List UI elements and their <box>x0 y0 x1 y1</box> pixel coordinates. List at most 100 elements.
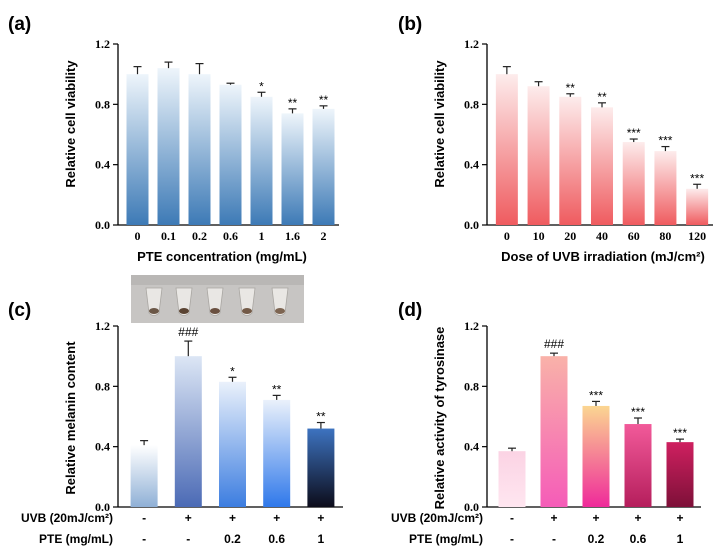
bar <box>559 96 582 226</box>
bar <box>624 424 652 507</box>
x-tick-label: 2 <box>321 229 327 243</box>
y-tick-label: 1.2 <box>464 37 479 51</box>
x-tick-label: 0.1 <box>161 229 176 243</box>
treatment-value: + <box>592 511 599 525</box>
bar <box>654 151 677 225</box>
treatment-value: - <box>510 532 514 546</box>
y-tick-label: 0.4 <box>464 440 479 454</box>
treatment-value: + <box>229 511 236 525</box>
treatment-value: 1 <box>318 532 325 546</box>
y-tick-label: 1.2 <box>464 319 479 333</box>
treatment-value: + <box>317 511 324 525</box>
significance-label: ** <box>566 81 576 95</box>
bar <box>263 399 291 507</box>
y-axis-title-a: Relative cell viability <box>63 60 78 188</box>
bar <box>157 68 180 225</box>
bar <box>582 405 610 507</box>
significance-label: ** <box>288 96 298 110</box>
panel-label-a: (a) <box>8 14 31 35</box>
significance-label: ### <box>178 325 198 339</box>
significance-label: *** <box>673 426 687 440</box>
bar <box>686 188 709 225</box>
treatment-row-label: UVB (20mJ/cm²) <box>391 511 483 525</box>
treatment-value: + <box>634 511 641 525</box>
treatment-value: 0.6 <box>630 532 647 546</box>
y-tick-label: 1.2 <box>95 319 110 333</box>
x-tick-label: 40 <box>596 229 608 243</box>
significance-label: ### <box>544 337 564 351</box>
y-tick-label: 1.2 <box>95 37 110 51</box>
treatment-value: 1 <box>677 532 684 546</box>
treatment-row-label: PTE (mg/mL) <box>409 532 483 546</box>
y-axis-title-c: Relative melanin content <box>63 341 78 495</box>
bar <box>498 451 526 507</box>
x-tick-label: 1 <box>259 229 265 243</box>
bar <box>126 74 149 226</box>
x-axis-title-b: Dose of UVB irradiation (mJ/cm²) <box>501 249 705 264</box>
significance-label: ** <box>319 93 329 107</box>
bar <box>495 74 518 226</box>
chart-a: 0.00.40.81.2*** **0 0.1 0.2 0.6 1 1.6 2 <box>95 37 339 243</box>
treatment-value: + <box>550 511 557 525</box>
y-tick-label: 0.0 <box>95 218 110 232</box>
significance-label: *** <box>631 405 645 419</box>
treatment-value: 0.6 <box>268 532 285 546</box>
bar <box>174 356 202 507</box>
treatment-value: - <box>552 532 556 546</box>
treatment-value: + <box>273 511 280 525</box>
treatment-row-label: UVB (20mJ/cm²) <box>21 511 113 525</box>
significance-label: ** <box>272 382 282 396</box>
x-axis-title-a: PTE concentration (mg/mL) <box>137 249 307 264</box>
y-axis-title-b: Relative cell viability <box>432 60 447 188</box>
significance-label: *** <box>690 171 704 185</box>
chart-d: 0.0 0.4 0.8 1.2 ### *** *** *** UVB (20mJ/cm²) - +… <box>391 319 701 546</box>
x-tick-label: 60 <box>628 229 640 243</box>
treatment-value: - <box>510 511 514 525</box>
bar <box>219 84 242 225</box>
significance-label: ** <box>597 90 607 104</box>
bar <box>622 142 645 225</box>
bar <box>130 445 158 507</box>
bar <box>219 381 246 507</box>
panel-label-d: (d) <box>398 300 422 321</box>
x-tick-label: 80 <box>659 229 671 243</box>
significance-label: *** <box>658 134 672 148</box>
tube-photo <box>131 275 304 323</box>
x-tick-label: 1.6 <box>285 229 300 243</box>
y-tick-label: 0.4 <box>95 440 110 454</box>
y-axis-title-d: Relative activity of tyrosinase <box>432 327 447 510</box>
x-tick-label: 10 <box>533 229 545 243</box>
treatment-row-label: PTE (mg/mL) <box>39 532 113 546</box>
y-tick-label: 0.0 <box>95 500 110 514</box>
y-tick-label: 0.4 <box>95 158 110 172</box>
x-tick-label: 20 <box>564 229 576 243</box>
y-tick-label: 0.0 <box>464 218 479 232</box>
y-tick-label: 0.8 <box>95 97 110 111</box>
treatment-value: - <box>142 532 146 546</box>
treatment-value: 0.2 <box>224 532 241 546</box>
bar <box>591 107 613 225</box>
x-tick-label: 0.6 <box>223 229 238 243</box>
bar <box>307 428 335 507</box>
significance-label: *** <box>589 388 603 402</box>
treatment-value: - <box>142 511 146 525</box>
y-tick-label: 0.0 <box>464 500 479 514</box>
y-tick-label: 0.4 <box>464 158 479 172</box>
x-tick-label: 120 <box>688 229 706 243</box>
significance-label: * <box>259 79 264 93</box>
y-tick-label: 0.8 <box>95 379 110 393</box>
bar <box>250 96 273 226</box>
treatment-value: - <box>186 532 190 546</box>
bar <box>540 356 568 507</box>
chart-b: 0.00.40.81.2*************0 10 20 40 60 80 120 <box>464 37 713 243</box>
x-tick-label: 0 <box>135 229 141 243</box>
bar <box>312 108 335 225</box>
x-tick-label: 0.2 <box>192 229 207 243</box>
treatment-value: + <box>676 511 683 525</box>
significance-label: *** <box>627 126 641 140</box>
x-tick-label: 0 <box>504 229 510 243</box>
bar <box>188 74 211 226</box>
bar <box>281 113 304 225</box>
significance-label: ** <box>316 410 326 424</box>
